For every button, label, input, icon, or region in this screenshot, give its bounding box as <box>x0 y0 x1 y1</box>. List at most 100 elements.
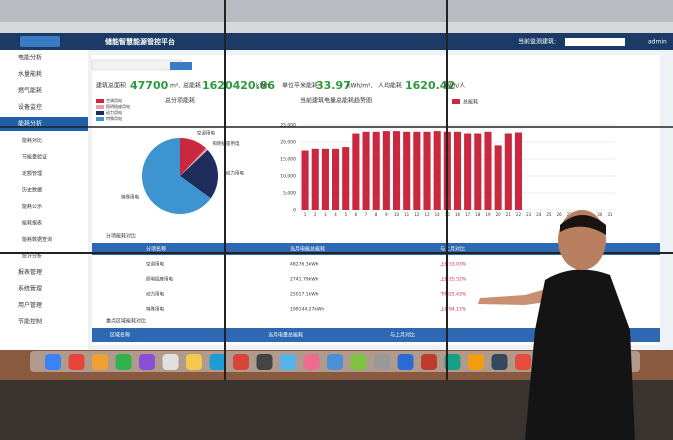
stat-unit: 33.97 <box>316 79 351 92</box>
pie-label: 照明插座用电 <box>213 140 240 147</box>
table-cell: 下降25.43% <box>440 291 467 298</box>
dock-icon <box>209 354 226 370</box>
bar <box>352 133 360 210</box>
table-header-cell: 当月电能总能耗 <box>290 246 325 253</box>
table2-header-cell: 与上月对比 <box>390 332 415 339</box>
bar <box>433 131 441 210</box>
stat-total: 1620420.86 <box>202 79 275 92</box>
x-tick-label: 22 <box>516 212 522 217</box>
sidebar-item: 能耗分析 <box>18 120 42 128</box>
x-tick-label: 8 <box>375 212 378 217</box>
x-tick-label: 23 <box>526 212 532 217</box>
table-cell: 空调用电 <box>146 261 164 268</box>
sidebar-item: 节能控制 <box>18 318 42 326</box>
table-cell: 25017.1kWh <box>290 292 319 298</box>
dock-icon <box>233 354 249 370</box>
x-tick-label: 4 <box>334 212 337 217</box>
table2-header-cell: 当月电量总能耗 <box>268 332 303 339</box>
building-label: 当前监测建筑: <box>518 38 556 46</box>
table2-header-cell: 区域名称 <box>110 332 130 339</box>
dock-icon <box>139 354 155 370</box>
x-tick-label: 7 <box>365 212 368 217</box>
table2-title: 重点区域能耗对比 <box>106 318 146 325</box>
stat-area: 47700 <box>130 79 169 92</box>
y-tick-label: 20,000 <box>280 140 296 146</box>
bar <box>453 131 462 210</box>
pie-legend-swatch <box>96 117 104 121</box>
bar <box>332 148 340 210</box>
sidebar-item: 系统管理 <box>18 285 42 293</box>
pie-slice <box>180 149 218 199</box>
dock-icon <box>45 354 61 370</box>
bar <box>494 145 502 210</box>
query-button[interactable] <box>170 62 192 70</box>
pie-label: 空调用电 <box>197 130 215 137</box>
sidebar <box>0 50 88 350</box>
x-tick-label: 24 <box>536 212 542 217</box>
dock-icon <box>256 354 273 370</box>
person-arm <box>478 285 560 305</box>
pie-label: 特殊用电 <box>121 193 139 200</box>
x-tick-label: 14 <box>435 212 441 217</box>
sidebar-item: 水量能耗 <box>18 70 42 78</box>
sidebar-item: 用户管理 <box>18 301 42 309</box>
x-tick-label: 31 <box>607 212 613 217</box>
stat-person-unit: kWh/人 <box>444 83 465 90</box>
browser-bar <box>0 22 673 33</box>
dock-icon <box>280 354 296 370</box>
dock-icon <box>515 354 531 370</box>
x-tick-label: 12 <box>414 212 420 217</box>
x-tick-label: 3 <box>324 212 327 217</box>
dock-icon <box>303 354 320 370</box>
person-hair <box>560 215 606 235</box>
bar <box>403 131 411 210</box>
logo <box>20 36 60 47</box>
x-tick-label: 11 <box>404 212 410 217</box>
bar <box>464 133 472 210</box>
stat-area-unit: m², <box>170 83 180 90</box>
bar <box>382 131 390 210</box>
y-tick-label: 0 <box>293 208 296 214</box>
stat-unit-label: 单位平米能耗 <box>282 82 318 90</box>
dock-icon <box>350 354 367 370</box>
bar <box>301 150 309 210</box>
sidebar-item: 能耗对比 <box>22 137 42 144</box>
app-header <box>0 33 673 50</box>
sidebar-item: 节能量验证 <box>22 154 47 161</box>
x-tick-label: 13 <box>424 212 430 217</box>
dock-icon <box>468 354 484 370</box>
bar <box>372 131 380 210</box>
sidebar-item: 统计分析 <box>22 253 42 260</box>
dock-icon <box>491 354 508 370</box>
dock-icon <box>397 354 414 370</box>
table-title: 分项能耗对比 <box>106 233 136 240</box>
x-tick-label: 5 <box>344 212 347 217</box>
pie-slice <box>180 148 208 176</box>
legend-label: 总能耗 <box>463 99 478 106</box>
table-cell: 上升33.03% <box>440 261 467 268</box>
x-tick-label: 2 <box>314 212 317 217</box>
bar <box>474 133 482 210</box>
building-select[interactable] <box>565 38 625 46</box>
pie-legend-label: 照明插座用电 <box>106 103 130 109</box>
x-tick-label: 26 <box>557 212 563 217</box>
pie-legend-swatch <box>96 105 104 109</box>
user: admin <box>648 39 667 46</box>
pie-legend-label: 特殊用电 <box>106 115 122 121</box>
sidebar-item: 能耗报表 <box>22 220 42 227</box>
pie-legend-label: 空调用电 <box>106 97 122 103</box>
sidebar-item: 定额管理 <box>22 170 42 177</box>
bar <box>413 131 421 210</box>
table-cell: 照明插座用电 <box>146 276 173 283</box>
x-tick-label: 1 <box>304 212 307 217</box>
sidebar-item: 设备监控 <box>18 103 42 111</box>
sidebar-item: 燃气能耗 <box>18 87 42 95</box>
bar <box>423 131 431 210</box>
table-header-cell: 分项名称 <box>146 246 166 253</box>
dock-icon <box>421 354 437 370</box>
stat-unit-unit: kWh/m², <box>347 83 372 90</box>
sidebar-item: 报表管理 <box>18 268 42 276</box>
dock-icon <box>162 354 179 370</box>
stat-total-unit: kWh, <box>256 83 271 90</box>
table-cell: 上升25.52% <box>440 276 467 283</box>
